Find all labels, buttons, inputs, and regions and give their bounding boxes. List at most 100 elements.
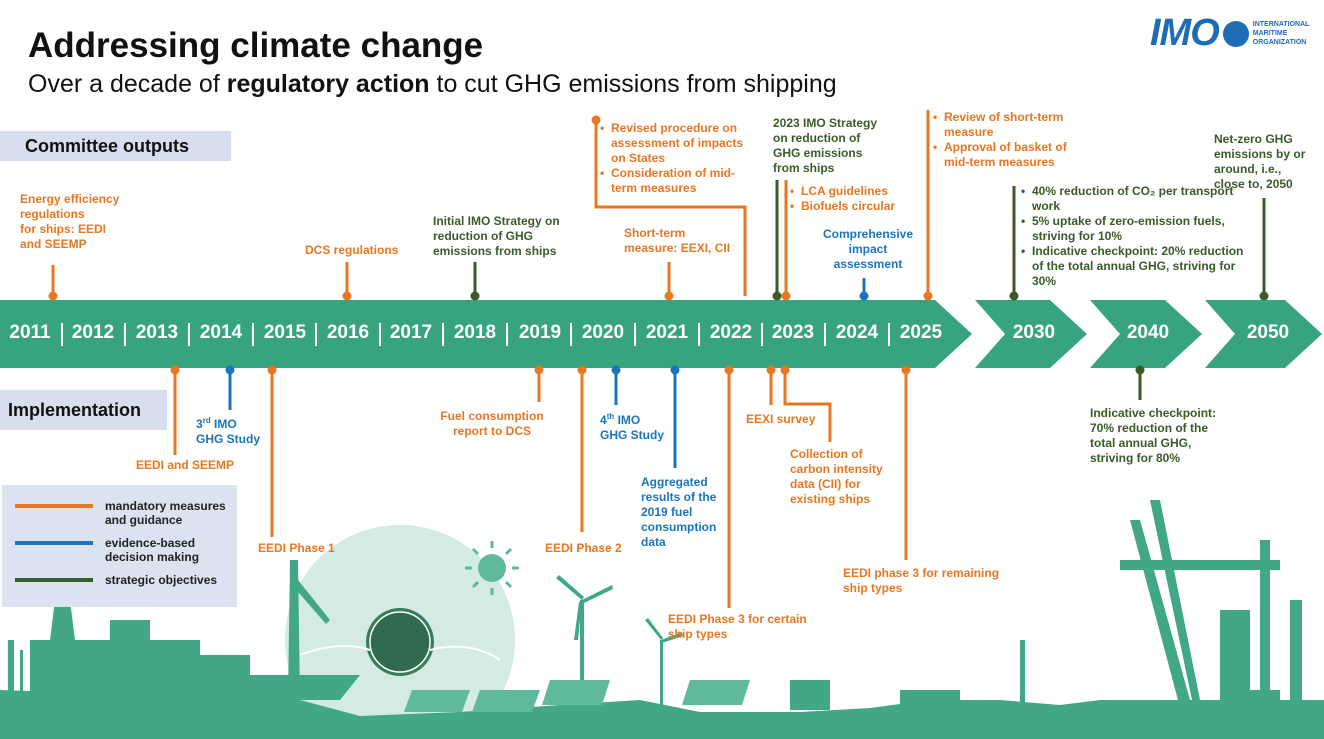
- event-text: 3rd IMO GHG Study: [196, 417, 260, 447]
- marker-dot: [342, 291, 352, 301]
- year-label: 2040: [1126, 322, 1170, 343]
- legend-item: mandatory measures and guidance: [2, 492, 237, 527]
- legend-swatch: [15, 541, 93, 545]
- event-line: GHG Study: [196, 432, 261, 446]
- event-line: EEDI Phase 3 for certain: [668, 612, 807, 626]
- event-line: consumption: [641, 520, 717, 534]
- bullet-list: 40% reduction of CO₂ per transport work5…: [1021, 184, 1246, 289]
- event-line: Initial IMO Strategy on: [433, 214, 560, 228]
- legend-item: evidence-based decision making: [2, 529, 237, 564]
- legend-swatch: [15, 504, 93, 508]
- event-line: existing ships: [790, 492, 871, 506]
- bullet-item: LCA guidelines: [790, 184, 920, 199]
- event-line: assessment: [833, 257, 903, 271]
- subtitle-text: to cut GHG emissions from shipping: [429, 70, 837, 98]
- marker-dot: [772, 291, 782, 301]
- bullet-list: Review of short-term measureApproval of …: [933, 110, 1083, 170]
- year-label: 2050: [1246, 322, 1290, 343]
- legend-label: strategic objectives: [105, 573, 218, 587]
- legend-label: evidence-based decision making: [105, 536, 200, 564]
- year-label: 2020: [581, 322, 625, 343]
- event-line: measure: EEXI, CII: [624, 241, 731, 255]
- marker-dot: [781, 291, 791, 301]
- marker-dot: [724, 365, 734, 375]
- bullet-list: Revised procedure on assessment of impac…: [600, 121, 750, 196]
- marker-dot: [1259, 291, 1269, 301]
- event-line: 4th IMO: [600, 413, 664, 428]
- logo-text: INTERNATIONAL MARITIME ORGANIZATION: [1253, 20, 1310, 47]
- event-text: LCA guidelinesBiofuels circular: [790, 184, 920, 214]
- marker-dot: [1009, 291, 1019, 301]
- bullet-item: 5% uptake of zero-emission fuels, strivi…: [1021, 214, 1246, 244]
- year-label: 2016: [326, 322, 370, 343]
- logo-line: MARITIME: [1252, 30, 1288, 37]
- event-text: 4th IMO GHG Study: [600, 413, 664, 443]
- year-separators: [61, 323, 890, 346]
- event-text: EEDI Phase 3 for certain ship types: [668, 612, 807, 642]
- event-text: EEDI Phase 1: [258, 541, 335, 556]
- superscript: th: [606, 412, 615, 421]
- event-line: from ships: [773, 161, 835, 175]
- event-line: 2023 IMO Strategy: [773, 116, 878, 130]
- event-text: Initial IMO Strategy on reduction of GHG e…: [433, 214, 560, 259]
- marker-dot: [591, 115, 601, 125]
- logo-line: INTERNATIONAL: [1252, 21, 1310, 28]
- event-text: Energy efficiency regulations for ships: E…: [20, 192, 119, 252]
- event-text: Comprehensive impact assessment: [818, 227, 918, 272]
- bullet-item: Approval of basket of mid-term measures: [933, 140, 1083, 170]
- event-line: total annual GHG,: [1090, 436, 1192, 450]
- marker-dot: [470, 291, 480, 301]
- bullet-item: Indicative checkpoint: 20% reduction of …: [1021, 244, 1246, 289]
- bullet-item: Biofuels circular: [790, 199, 920, 214]
- event-line: EEDI and SEEMP: [136, 458, 235, 472]
- year-label: 2024: [835, 322, 879, 343]
- year-label: 2013: [135, 322, 179, 343]
- marker-dot: [170, 365, 180, 375]
- event-text: Collection of carbon intensity data (CII) …: [790, 447, 883, 507]
- logo-line: ORGANIZATION: [1252, 39, 1307, 46]
- marker-dot: [901, 365, 911, 375]
- event-line: data: [641, 535, 666, 549]
- legend-item: strategic objectives: [2, 566, 237, 596]
- bullet-item: Consideration of mid-term measures: [600, 166, 750, 196]
- event-line: emissions by or: [1214, 147, 1306, 161]
- event-line: ship types: [668, 627, 728, 641]
- event-line: around, i.e.,: [1214, 162, 1282, 176]
- event-text: EEDI and SEEMP: [136, 458, 234, 473]
- marker-dot: [766, 365, 776, 375]
- event-line: 2019 fuel: [641, 505, 693, 519]
- timeline-band: [0, 300, 1322, 368]
- bullet-list: LCA guidelinesBiofuels circular: [790, 184, 920, 214]
- event-line: Energy efficiency: [20, 192, 120, 206]
- event-text: Aggregated results of the 2019 fuel consump…: [641, 475, 716, 550]
- event-line: report to DCS: [453, 424, 531, 438]
- event-text-part: IMO: [614, 413, 641, 427]
- year-label: 2017: [389, 322, 433, 343]
- marker-dot: [48, 291, 58, 301]
- event-line: Comprehensive: [822, 227, 914, 241]
- event-line: 3rd IMO: [196, 417, 260, 432]
- event-line: GHG emissions: [773, 146, 863, 160]
- event-line: reduction of GHG: [433, 229, 533, 243]
- subtitle-emphasis: regulatory action: [226, 70, 430, 98]
- event-line: data (CII) for: [790, 477, 861, 491]
- event-text: DCS regulations: [305, 243, 398, 258]
- event-text: Revised procedure on assessment of impac…: [600, 121, 750, 196]
- event-line: for ships: EEDI: [20, 222, 107, 236]
- legend-swatch: [15, 578, 93, 582]
- event-text-part: 3: [196, 417, 203, 431]
- marker-dot: [534, 365, 544, 375]
- event-line: GHG Study: [600, 428, 665, 442]
- event-text: 40% reduction of CO₂ per transport work5…: [1021, 184, 1246, 289]
- event-line: emissions from ships: [433, 244, 557, 258]
- title: Addressing climate change: [28, 26, 484, 65]
- marker-dot: [577, 365, 587, 375]
- marker-dot: [611, 365, 621, 375]
- marker-dot: [1135, 365, 1145, 375]
- year-label: 2030: [1012, 322, 1056, 343]
- connector: [783, 370, 832, 442]
- marker-dot: [780, 365, 790, 375]
- section-label: Committee outputs: [0, 131, 231, 161]
